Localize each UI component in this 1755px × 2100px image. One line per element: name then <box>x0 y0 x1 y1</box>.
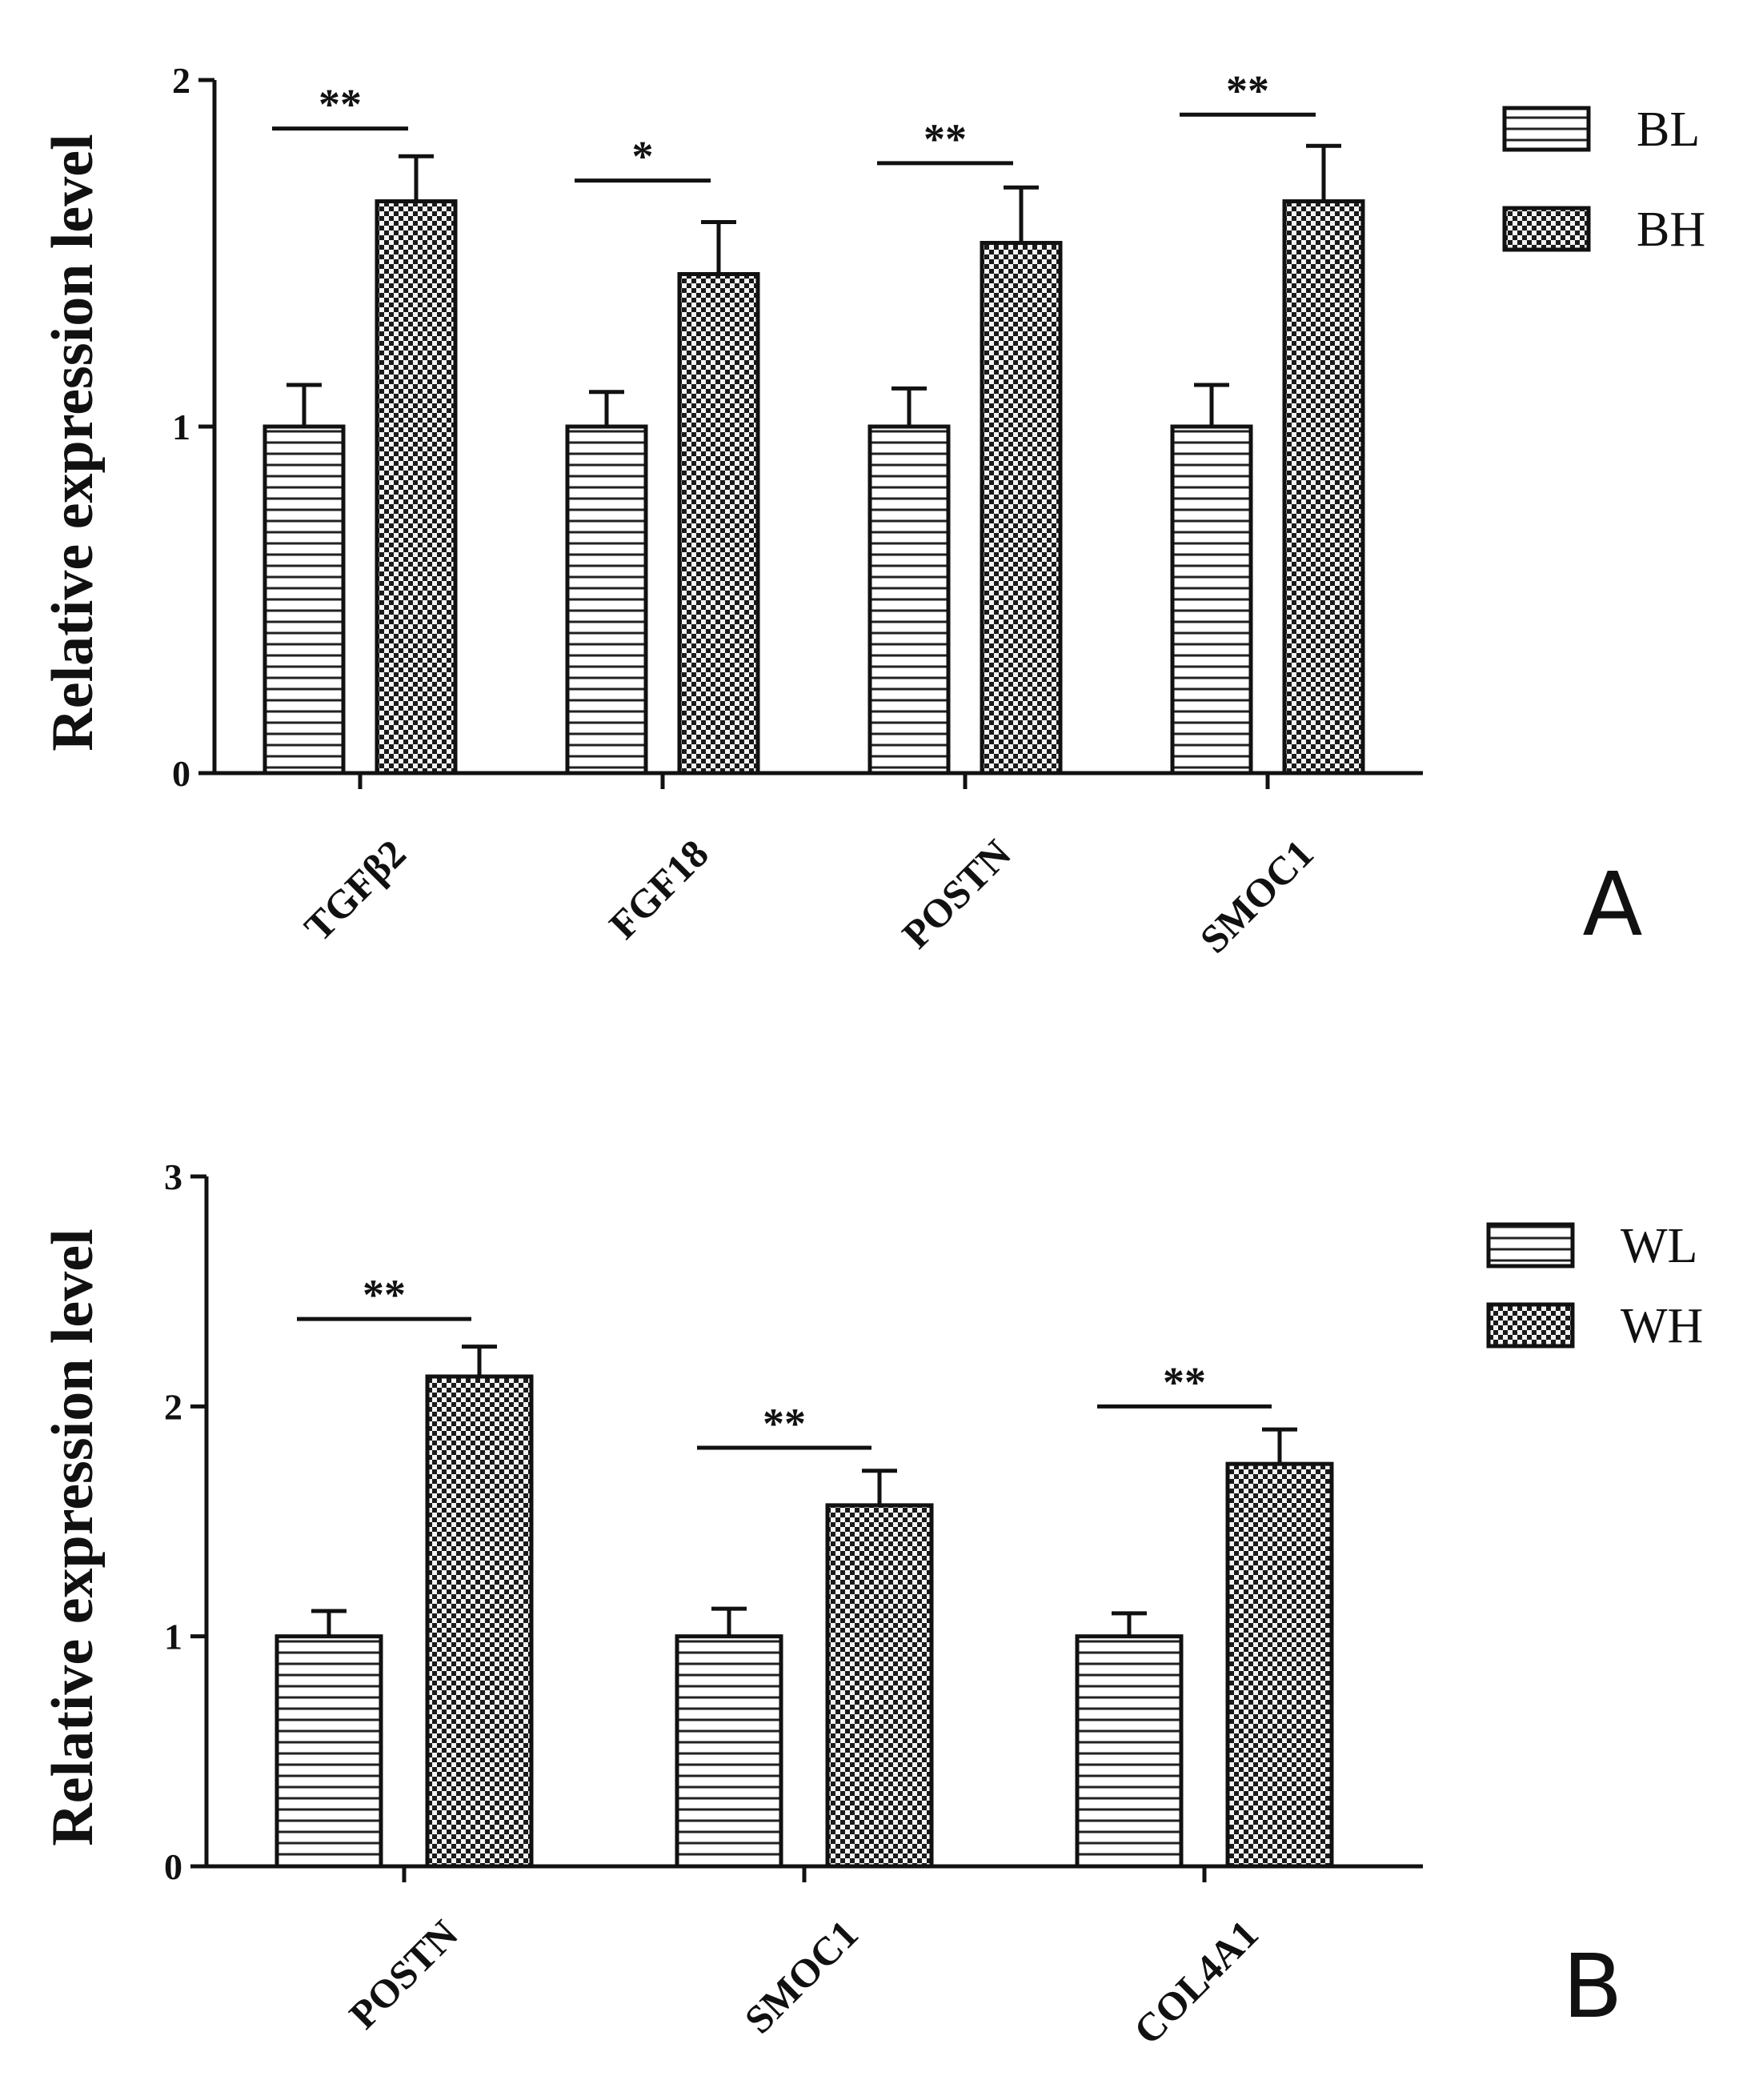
y-tick-label: 2 <box>172 60 190 101</box>
category-label: FGF18 <box>600 831 717 948</box>
significance-label: * <box>632 133 654 181</box>
bar-bl-tgfβ2 <box>262 424 346 775</box>
legend-label: WH <box>1621 1299 1703 1353</box>
legend-label: WL <box>1621 1219 1697 1273</box>
category-label: SMOC1 <box>1191 831 1321 961</box>
bar-wh-col4a1 <box>1225 1461 1334 1869</box>
category-label: POSTN <box>340 1911 466 2037</box>
y-tick-label: 3 <box>164 1156 182 1197</box>
bar-bl-postn <box>867 424 951 775</box>
bar-wl-col4a1 <box>1075 1634 1184 1869</box>
bar-bh-smoc1 <box>1282 199 1365 775</box>
category-label: SMOC1 <box>735 1911 866 2042</box>
panel-letter: A <box>1582 853 1642 956</box>
legend-swatch-wl <box>1486 1222 1575 1268</box>
bar-bh-fgf18 <box>677 271 760 775</box>
significance-label: ** <box>1163 1358 1206 1406</box>
y-tick-label: 0 <box>164 1846 182 1887</box>
bar-wl-smoc1 <box>675 1634 783 1869</box>
category-label: COL4A1 <box>1125 1911 1267 2053</box>
significance-label: ** <box>319 81 362 129</box>
category-label: POSTN <box>893 831 1019 956</box>
bar-wh-postn <box>425 1374 534 1869</box>
significance-label: ** <box>363 1271 406 1319</box>
y-tick-label: 2 <box>164 1386 182 1427</box>
bar-wl-postn <box>274 1634 383 1869</box>
bar-bl-fgf18 <box>565 424 648 775</box>
significance-label: ** <box>763 1400 806 1448</box>
bar-bl-smoc1 <box>1170 424 1253 775</box>
bar-wh-smoc1 <box>825 1503 934 1869</box>
panel-letter: B <box>1562 1935 1622 2038</box>
y-axis-label: Relative expression level <box>40 1228 106 1846</box>
y-tick-label: 0 <box>172 753 190 794</box>
y-axis-label: Relative expression level <box>40 134 106 751</box>
legend-label: BH <box>1637 202 1705 257</box>
significance-label: ** <box>924 115 967 163</box>
legend-swatch-bh <box>1502 206 1591 252</box>
chart-panel-a: 0 1 2 Relative expression level TGFβ2 ** FGF18… <box>40 60 1705 962</box>
chart-panel-b: 0 1 2 3 Relative expression level POSTN ** SMOC… <box>40 1156 1703 2053</box>
legend-swatch-bl <box>1502 106 1591 152</box>
y-tick-label: 1 <box>164 1617 182 1657</box>
legend-swatch-wh <box>1486 1302 1575 1349</box>
category-label: TGFβ2 <box>295 831 415 950</box>
legend-label: BL <box>1637 102 1700 157</box>
y-tick-label: 1 <box>172 407 190 447</box>
bar-bh-tgfβ2 <box>375 199 458 775</box>
bar-bh-postn <box>980 241 1063 775</box>
significance-label: ** <box>1226 66 1269 114</box>
